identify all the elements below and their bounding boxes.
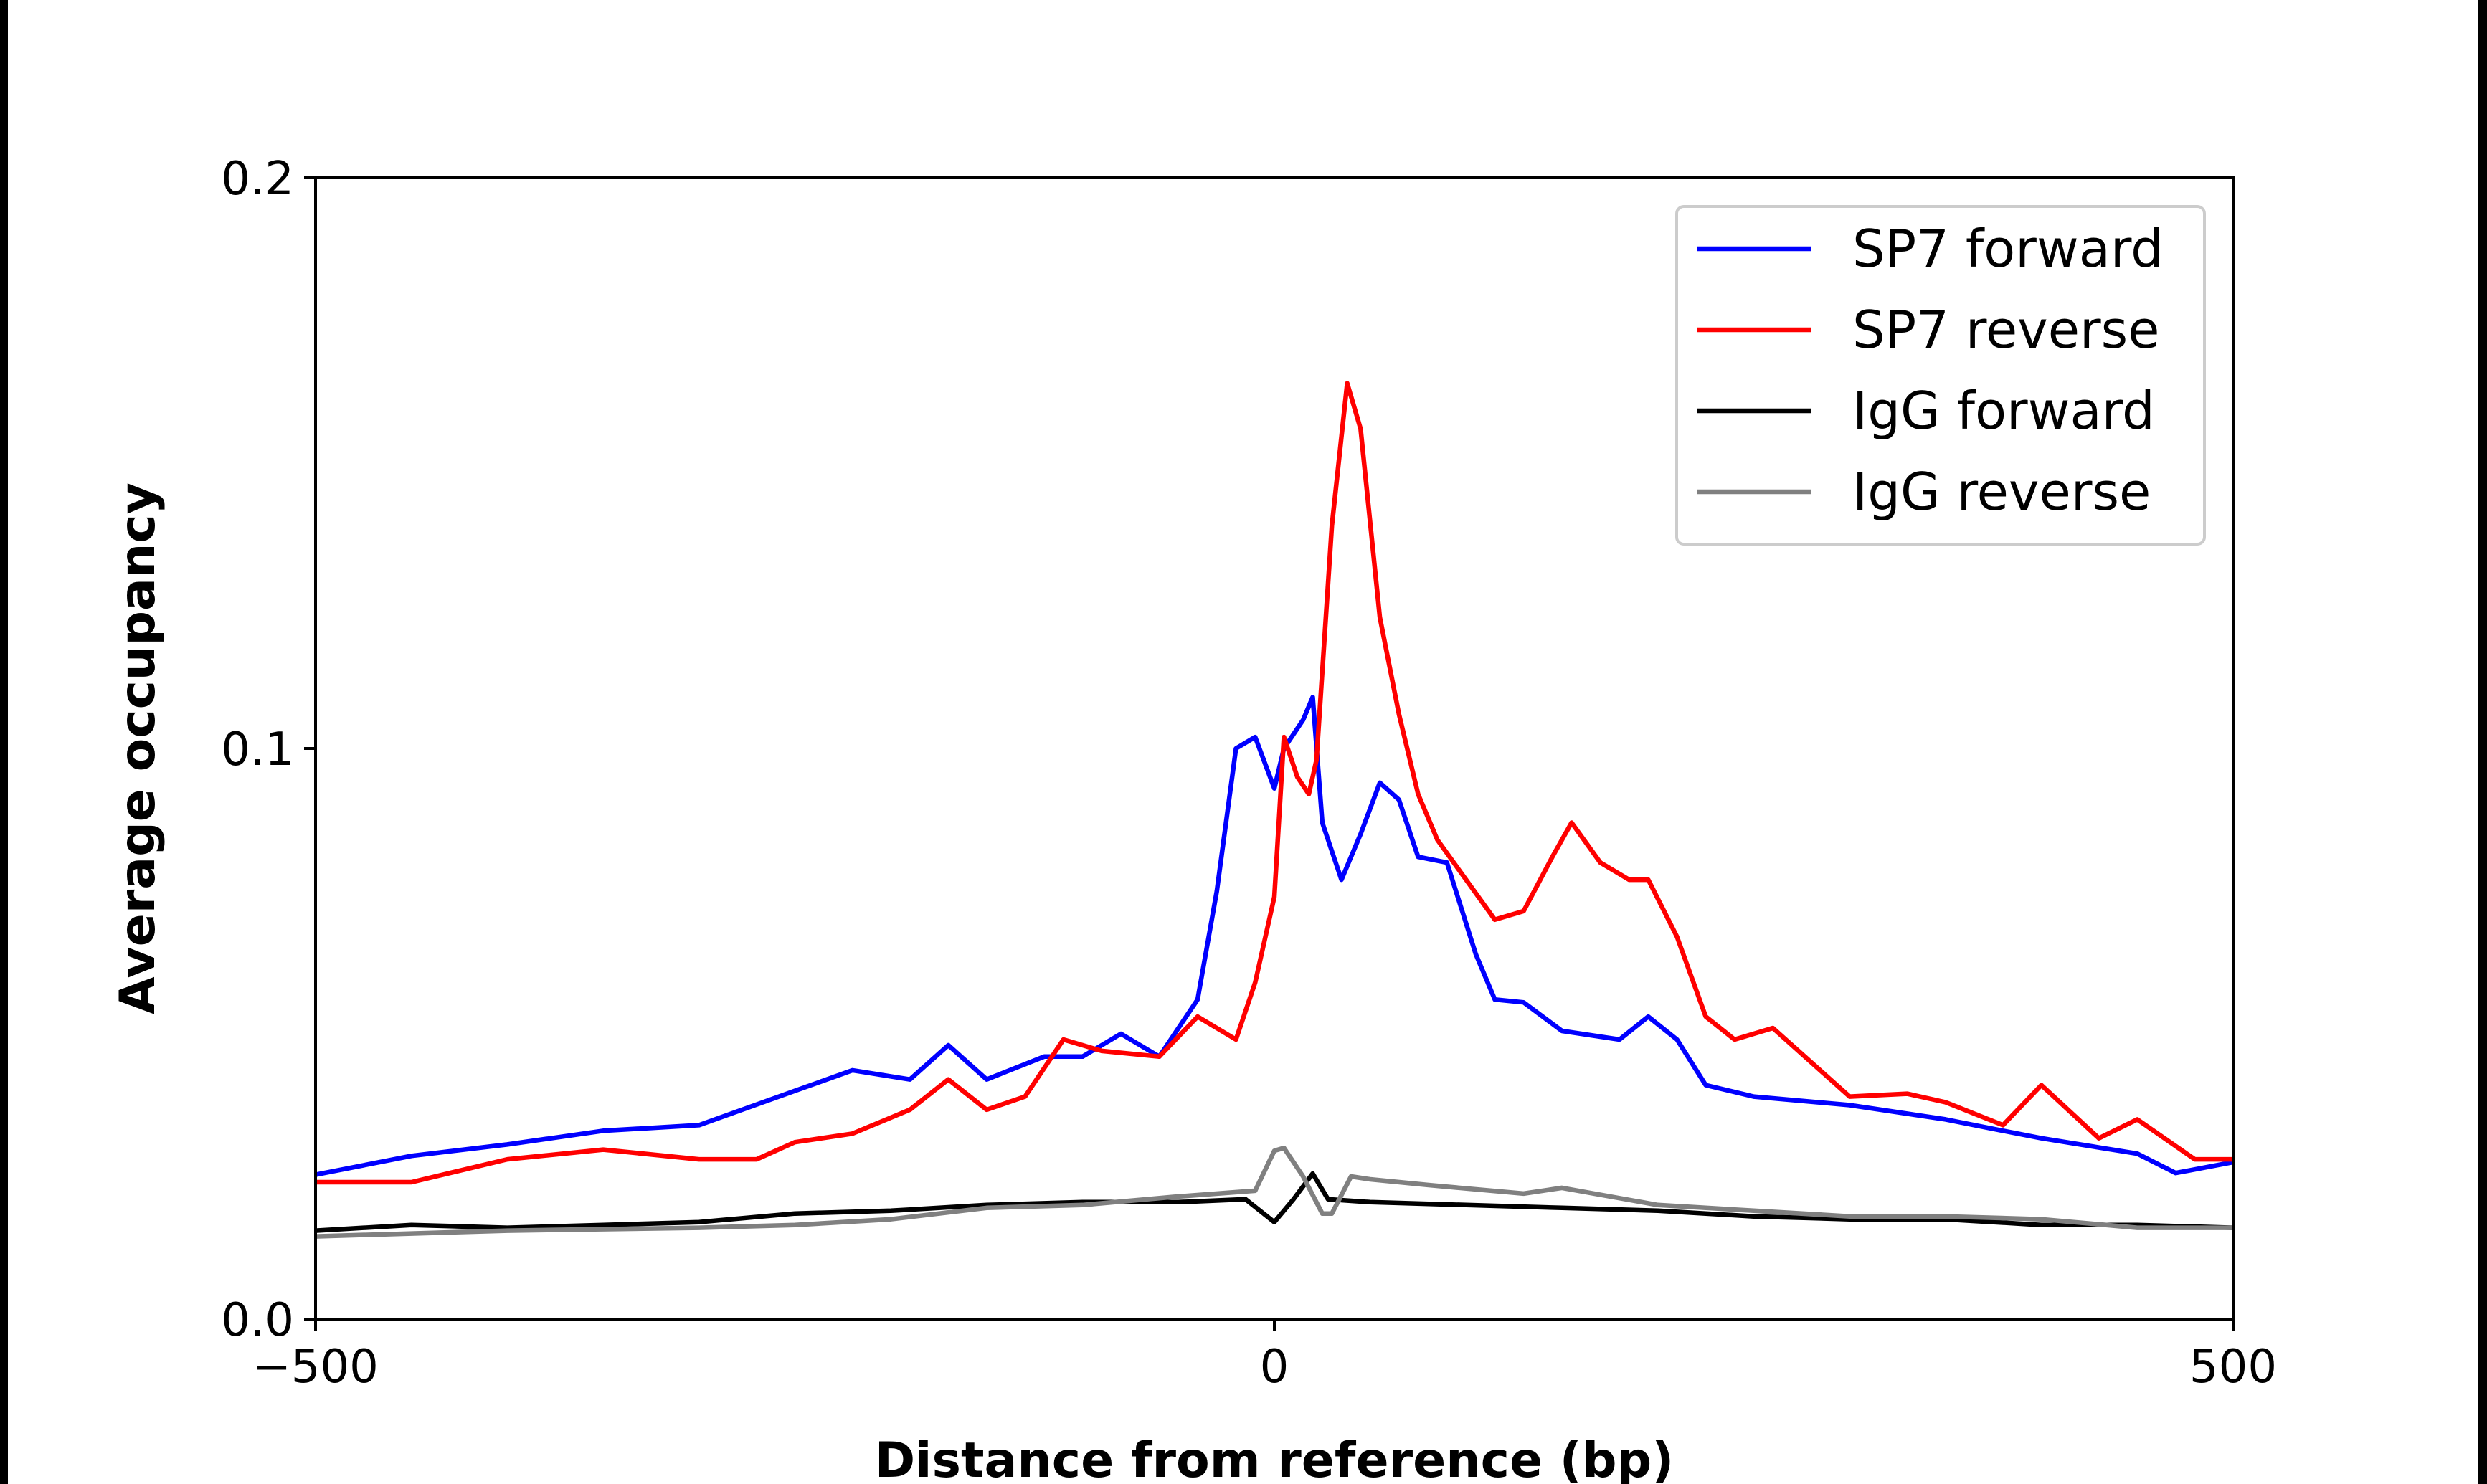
series-line-igg-forward xyxy=(315,1171,2234,1233)
series-line-igg-reverse xyxy=(315,1145,2233,1239)
y-tick-label: 0.2 xyxy=(221,153,294,206)
legend-box xyxy=(1675,205,2206,546)
y-tick-label: 0.1 xyxy=(221,723,294,776)
x-axis-label: Distance from reference (bp) xyxy=(875,1432,1674,1484)
legend-label: SP7 forward xyxy=(1852,219,2164,279)
series-line-sp7-reverse xyxy=(316,381,2233,1185)
legend-label: IgG reverse xyxy=(1852,462,2151,522)
x-tick-label: 0 xyxy=(1260,1341,1289,1394)
series-line-sp7-forward xyxy=(315,695,2234,1177)
series-layer xyxy=(315,381,2234,1239)
ticks: −500 0 500 0.0 0.1 0.2 xyxy=(221,153,2277,1394)
y-axis-label: Average occupancy xyxy=(110,482,166,1014)
x-tick-label: 500 xyxy=(2189,1341,2277,1394)
right-border xyxy=(2478,0,2487,1484)
left-border xyxy=(0,0,8,1484)
legend-label: SP7 reverse xyxy=(1852,300,2159,360)
legend: SP7 forward SP7 reverse IgG forward IgG rev… xyxy=(1675,205,2206,546)
y-tick-label: 0.0 xyxy=(221,1294,294,1347)
x-tick-label: −500 xyxy=(252,1341,379,1394)
legend-label: IgG forward xyxy=(1852,381,2155,441)
